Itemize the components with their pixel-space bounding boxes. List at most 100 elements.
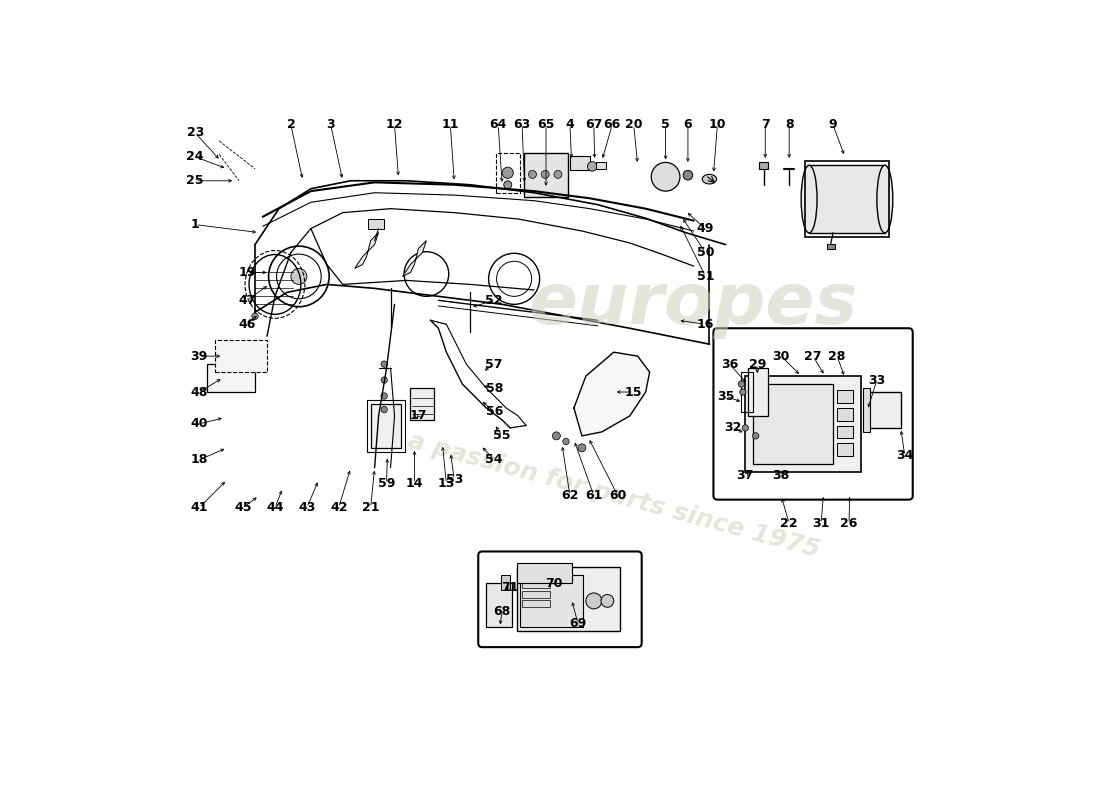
Text: 26: 26	[840, 517, 858, 530]
Text: 63: 63	[514, 118, 530, 131]
Circle shape	[601, 594, 614, 607]
Bar	[216, 340, 267, 372]
Text: a passion for parts since 1975: a passion for parts since 1975	[405, 429, 823, 562]
Text: 39: 39	[190, 350, 208, 362]
Text: 22: 22	[780, 517, 798, 530]
Text: 69: 69	[570, 617, 586, 630]
Text: 67: 67	[585, 118, 603, 131]
Text: 31: 31	[813, 517, 829, 530]
Bar	[862, 388, 870, 432]
Circle shape	[578, 444, 586, 452]
Bar	[519, 575, 583, 627]
Text: europes: europes	[529, 270, 858, 339]
Text: 25: 25	[187, 174, 204, 187]
Text: 14: 14	[406, 478, 424, 490]
Circle shape	[563, 438, 569, 445]
Bar	[596, 162, 606, 169]
Text: 70: 70	[546, 577, 563, 590]
Text: 64: 64	[490, 118, 507, 131]
Text: 59: 59	[378, 478, 395, 490]
Bar	[371, 404, 400, 448]
Text: 15: 15	[625, 386, 642, 398]
Text: 6: 6	[683, 118, 692, 131]
Circle shape	[504, 181, 512, 189]
Text: 3: 3	[327, 118, 336, 131]
Bar	[805, 161, 889, 237]
Text: 46: 46	[239, 318, 255, 330]
Bar	[748, 368, 768, 416]
Circle shape	[381, 377, 387, 383]
Text: 30: 30	[772, 350, 790, 362]
Text: 5: 5	[661, 118, 670, 131]
Bar	[366, 400, 405, 452]
Text: 32: 32	[725, 422, 742, 434]
Circle shape	[528, 170, 537, 178]
Text: 9: 9	[828, 118, 837, 131]
Polygon shape	[354, 233, 378, 269]
Text: 50: 50	[696, 246, 714, 259]
Text: 2: 2	[286, 118, 295, 131]
Bar	[517, 567, 620, 631]
Text: 54: 54	[485, 454, 503, 466]
Bar	[746, 376, 861, 472]
Bar	[810, 165, 884, 233]
Polygon shape	[403, 241, 427, 277]
Text: 33: 33	[868, 374, 886, 386]
Bar	[837, 408, 852, 421]
Text: 24: 24	[187, 150, 204, 163]
Bar	[410, 388, 435, 420]
Text: 52: 52	[485, 294, 503, 307]
Bar	[517, 563, 572, 583]
Circle shape	[683, 170, 693, 180]
Text: 17: 17	[409, 410, 427, 422]
Bar	[837, 390, 852, 403]
Text: 56: 56	[485, 406, 503, 418]
Text: 71: 71	[502, 581, 519, 594]
Text: 55: 55	[494, 430, 510, 442]
Bar	[837, 426, 852, 438]
Bar	[368, 219, 384, 229]
Ellipse shape	[801, 166, 817, 233]
Bar	[496, 153, 519, 193]
Circle shape	[739, 389, 746, 395]
Bar	[522, 590, 550, 598]
Text: 10: 10	[708, 118, 726, 131]
Text: 16: 16	[696, 318, 714, 330]
Bar	[207, 364, 255, 392]
Circle shape	[552, 432, 560, 440]
Bar	[827, 244, 835, 249]
Text: 42: 42	[330, 501, 348, 514]
Circle shape	[290, 269, 307, 285]
Text: 23: 23	[187, 126, 204, 139]
Text: 36: 36	[720, 358, 738, 370]
Text: 68: 68	[494, 605, 510, 618]
Text: 40: 40	[190, 418, 208, 430]
Text: 43: 43	[298, 501, 316, 514]
Circle shape	[651, 162, 680, 191]
Circle shape	[738, 381, 745, 387]
Text: 48: 48	[190, 386, 208, 398]
Circle shape	[554, 170, 562, 178]
Text: 13: 13	[438, 478, 455, 490]
Text: 7: 7	[761, 118, 770, 131]
Circle shape	[587, 162, 597, 171]
Text: 51: 51	[696, 270, 714, 283]
Text: 27: 27	[804, 350, 822, 362]
Text: 21: 21	[362, 501, 380, 514]
Text: 20: 20	[625, 118, 642, 131]
Bar	[522, 581, 550, 588]
Polygon shape	[574, 352, 650, 436]
Text: 18: 18	[190, 454, 208, 466]
Circle shape	[586, 593, 602, 609]
Bar	[500, 575, 510, 590]
Bar	[486, 583, 512, 627]
Text: 1: 1	[191, 218, 199, 231]
Text: 11: 11	[441, 118, 459, 131]
Text: 60: 60	[609, 489, 627, 502]
Text: 62: 62	[561, 489, 579, 502]
Text: 34: 34	[896, 450, 913, 462]
Bar	[570, 156, 590, 170]
Circle shape	[381, 393, 387, 399]
Bar	[741, 372, 754, 412]
Text: 45: 45	[234, 501, 252, 514]
